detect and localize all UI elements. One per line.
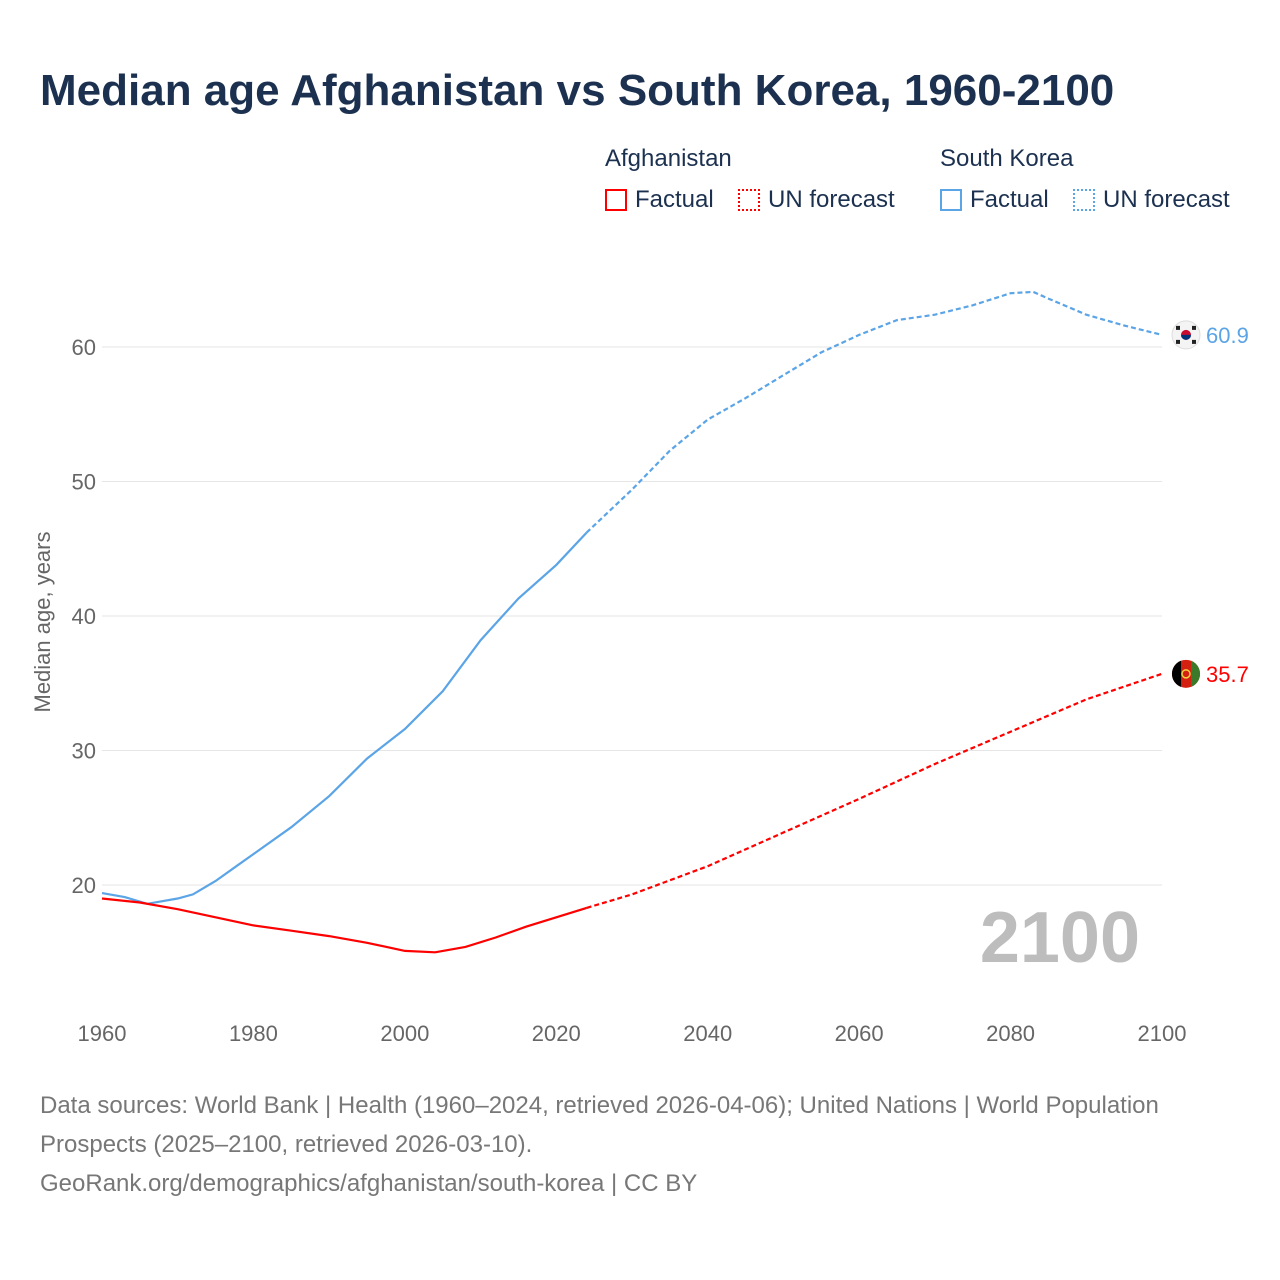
- legend-label: Factual: [970, 186, 1049, 213]
- legend-afghanistan-factual[interactable]: Factual: [605, 186, 714, 214]
- legend-swatch-dotted: [1073, 189, 1095, 211]
- flag-black-band: [1171, 660, 1181, 687]
- y-tick-label: 20: [72, 873, 96, 898]
- y-tick-label: 30: [72, 739, 96, 764]
- afghanistan-end-label: 35.7: [1206, 662, 1249, 687]
- legend-label: Factual: [635, 186, 714, 213]
- south-korea-end-label: 60.9: [1206, 323, 1249, 348]
- afghanistan-flag-icon: [1171, 659, 1201, 688]
- line-chart: 20 30 40 50 60 1960 1980 2000 2020 2040 2060 2080 21…: [30, 290, 1249, 1046]
- flag-trigram: [1176, 325, 1180, 330]
- south-korea-flag-icon: [1171, 320, 1201, 350]
- afghanistan-forecast-line: [586, 672, 1163, 909]
- x-tick-label: 2040: [683, 1021, 732, 1046]
- legend-swatch-dotted: [738, 189, 760, 211]
- x-tick-label: 2100: [1138, 1021, 1187, 1046]
- y-tick-label: 60: [72, 335, 96, 360]
- flag-trigram: [1192, 325, 1196, 330]
- y-tick-label: 40: [72, 604, 96, 629]
- legend-label: UN forecast: [768, 186, 895, 213]
- flag-trigram: [1192, 339, 1196, 344]
- x-tick-label: 2060: [835, 1021, 884, 1046]
- legend-group-south-korea: South Korea: [940, 145, 1074, 172]
- x-tick-label: 2000: [380, 1021, 429, 1046]
- flag-emblem: [1181, 669, 1191, 679]
- y-tick-label: 50: [72, 470, 96, 495]
- afghanistan-factual-line: [101, 897, 587, 954]
- flag-green-band: [1191, 660, 1201, 687]
- legend-south-korea-factual[interactable]: Factual: [940, 186, 1049, 214]
- legend-afghanistan-forecast[interactable]: UN forecast: [738, 186, 895, 214]
- south-korea-factual-line: [101, 531, 588, 905]
- flag-trigram: [1176, 339, 1180, 344]
- legend-label: UN forecast: [1103, 186, 1230, 213]
- x-tick-label: 1960: [78, 1021, 127, 1046]
- year-watermark: 2100: [980, 898, 1140, 978]
- x-tick-label: 2020: [532, 1021, 581, 1046]
- x-tick-label: 1980: [229, 1021, 278, 1046]
- legend-swatch-solid: [940, 189, 962, 211]
- south-korea-forecast-line: [585, 290, 1163, 534]
- y-axis-label: Median age, years: [30, 532, 55, 713]
- chart-title: Median age Afghanistan vs South Korea, 1…: [40, 66, 1115, 115]
- footer: Data sources: World Bank | Health (1960–…: [40, 1086, 1160, 1203]
- legend-group-afghanistan: Afghanistan: [605, 145, 732, 172]
- legend-south-korea-forecast[interactable]: UN forecast: [1073, 186, 1230, 214]
- legend-swatch-solid: [605, 189, 627, 211]
- data-sources: Data sources: World Bank | Health (1960–…: [40, 1092, 1159, 1158]
- source-link[interactable]: GeoRank.org/demographics/afghanistan/sou…: [40, 1170, 698, 1197]
- x-tick-label: 2080: [986, 1021, 1035, 1046]
- flag-taegeuk-blue: [1181, 334, 1191, 340]
